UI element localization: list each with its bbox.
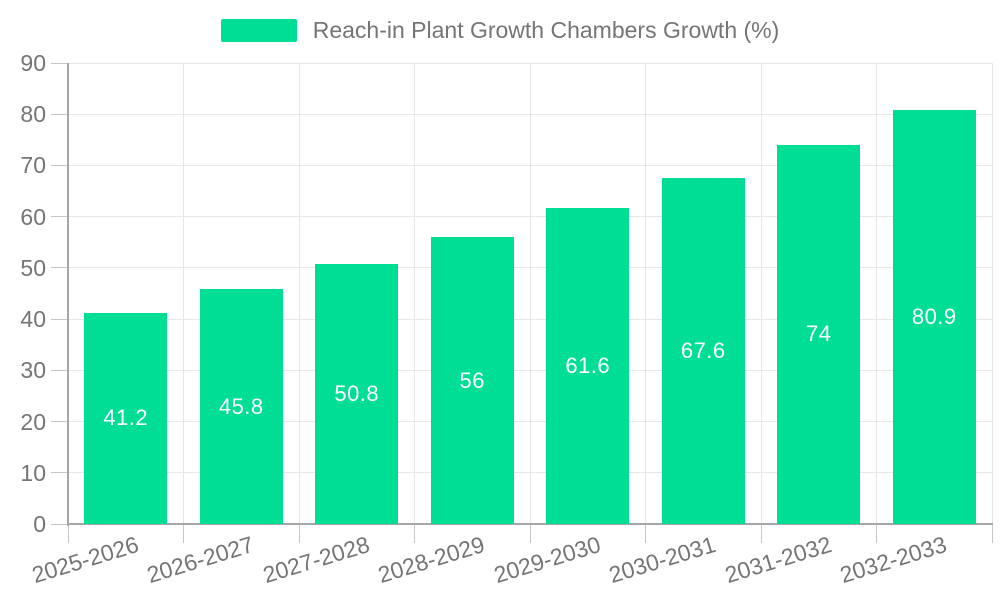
v-gridline <box>414 63 415 524</box>
y-tick-mark <box>51 369 68 371</box>
bar-value-label: 41.2 <box>103 405 149 431</box>
y-tick-label: 90 <box>20 50 46 76</box>
y-tick-label: 40 <box>20 306 46 333</box>
bar[interactable]: 67.6 <box>661 177 745 524</box>
bar-value-label: 74 <box>806 321 832 347</box>
bar-value-label: 67.6 <box>680 337 726 363</box>
y-tick-label: 30 <box>20 357 46 384</box>
x-tick-mark <box>645 524 646 543</box>
legend-label: Reach-in Plant Growth Chambers Growth (%… <box>312 17 780 43</box>
bar-value-label: 45.8 <box>218 393 264 419</box>
bar[interactable]: 50.8 <box>315 263 399 524</box>
x-tick-mark <box>760 524 762 543</box>
bar-value-label: 80.9 <box>911 303 957 329</box>
y-tick-label: 70 <box>20 152 46 179</box>
y-tick-mark <box>51 113 68 115</box>
x-tick-label-text: 2030-2031 <box>606 531 719 589</box>
y-tick-mark <box>51 164 68 166</box>
y-tick-mark <box>51 421 68 423</box>
x-tick-label-text: 2032-2033 <box>837 531 950 589</box>
y-tick-label: 0 <box>33 511 46 537</box>
v-gridline <box>298 63 300 524</box>
x-tick-mark <box>529 524 531 543</box>
bar-value-label: 56 <box>459 367 485 393</box>
x-tick-label-text: 2031-2032 <box>721 531 835 589</box>
x-tick-mark <box>298 524 300 543</box>
y-tick-label: 20 <box>20 408 46 435</box>
x-tick-label-text: 2027-2028 <box>259 531 373 589</box>
v-gridline <box>183 63 184 524</box>
y-tick-label: 10 <box>20 459 46 486</box>
y-tick-mark <box>51 267 68 269</box>
x-tick-label-text: 2028-2029 <box>375 531 488 589</box>
y-axis-line <box>67 63 69 526</box>
v-gridline <box>760 63 762 524</box>
x-tick-mark <box>414 524 415 543</box>
v-gridline <box>876 63 877 524</box>
y-tick-label: 50 <box>20 254 46 281</box>
bar[interactable]: 80.9 <box>892 109 976 524</box>
x-tick-mark <box>67 524 69 543</box>
x-tick-mark <box>876 524 877 543</box>
y-tick-mark <box>51 62 68 64</box>
x-tick-label-text: 2029-2030 <box>490 531 604 589</box>
v-gridline <box>529 63 531 524</box>
x-tick-label-text: 2025-2026 <box>28 531 142 589</box>
x-tick-label-text: 2026-2027 <box>144 531 257 589</box>
legend[interactable]: Reach-in Plant Growth Chambers Growth (%… <box>0 17 1000 43</box>
x-tick-mark <box>991 524 993 543</box>
bar[interactable]: 56 <box>430 237 514 524</box>
y-tick-mark <box>51 523 68 525</box>
bar[interactable]: 61.6 <box>546 208 630 524</box>
legend-swatch <box>220 18 297 42</box>
y-tick-label: 80 <box>20 101 46 128</box>
y-tick-mark <box>51 472 68 474</box>
bar-value-label: 61.6 <box>565 353 611 379</box>
bar[interactable]: 45.8 <box>199 289 283 524</box>
v-gridline <box>645 63 646 524</box>
bar[interactable]: 74 <box>777 144 861 524</box>
x-axis-line <box>67 523 993 525</box>
y-tick-mark <box>51 318 68 320</box>
x-tick-mark <box>183 524 184 543</box>
y-tick-label: 60 <box>20 203 46 230</box>
bar-value-label: 50.8 <box>334 380 380 406</box>
bar[interactable]: 41.2 <box>84 312 168 524</box>
y-tick-mark <box>51 216 68 218</box>
v-gridline <box>991 63 993 524</box>
